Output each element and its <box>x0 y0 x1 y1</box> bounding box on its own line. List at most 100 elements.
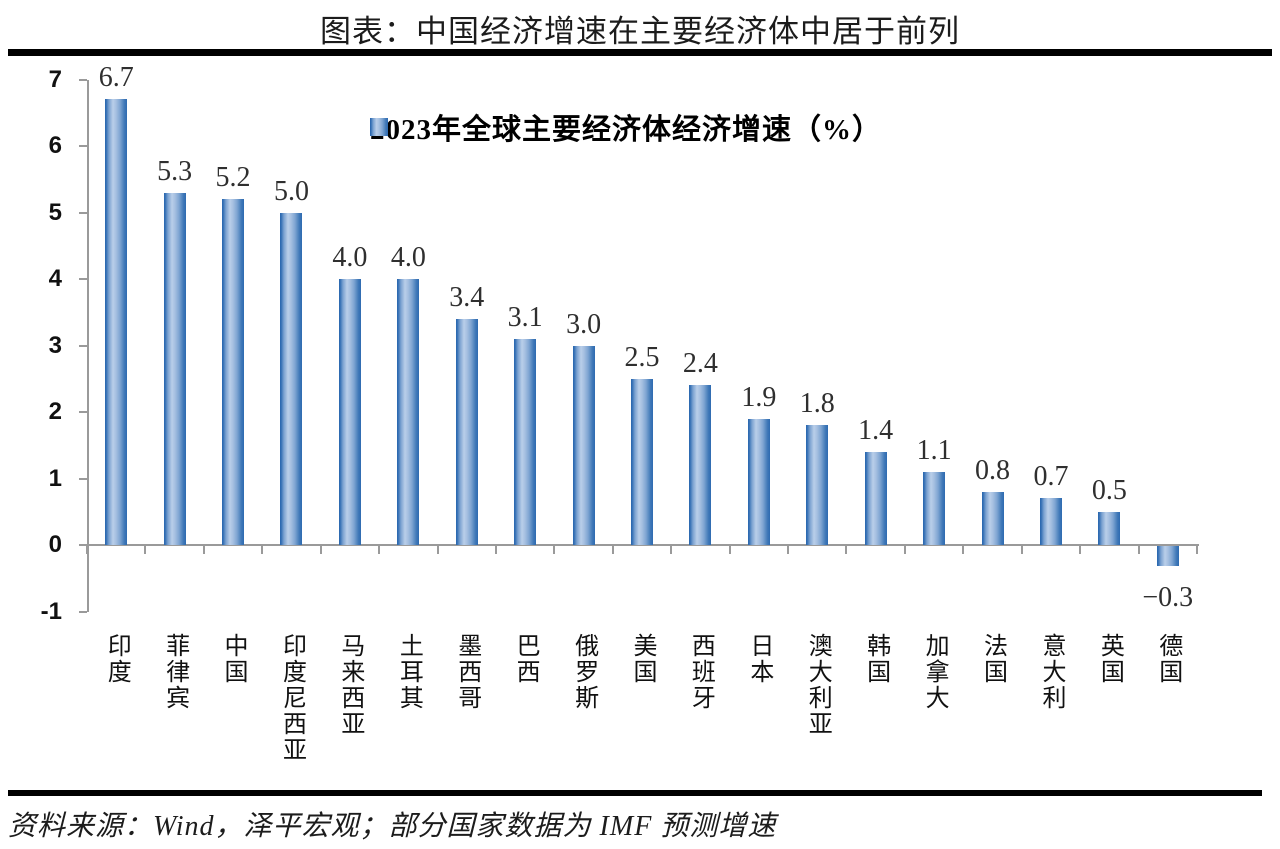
bar-value-label: 4.0 <box>332 242 368 273</box>
bar-value-label: 5.2 <box>215 162 251 194</box>
bar <box>280 212 303 545</box>
bar-value-label: 6.7 <box>98 62 134 94</box>
x-axis-tick <box>553 545 556 554</box>
x-axis-category-label: 英国 <box>1096 633 1123 685</box>
y-axis-tick <box>79 544 87 546</box>
bottom-divider <box>8 790 1262 796</box>
y-axis-tick-label: 4 <box>48 265 62 292</box>
x-axis-tick <box>261 545 264 554</box>
bar-value-label: 3.0 <box>566 308 602 340</box>
y-axis-tick <box>79 211 87 214</box>
x-axis-tick <box>436 545 439 554</box>
y-axis-tick-label: 5 <box>48 198 62 226</box>
x-axis-category-label: 印度尼西亚 <box>278 633 305 763</box>
x-axis-line <box>87 544 1199 546</box>
bar <box>806 425 829 545</box>
bar-value-label: 2.4 <box>682 348 718 380</box>
x-axis-category-label: 西班牙 <box>687 633 714 711</box>
y-axis-tick <box>79 477 87 480</box>
bar-value-label: 3.1 <box>507 301 543 333</box>
y-axis-tick-label: 7 <box>48 65 62 93</box>
bar <box>631 378 653 545</box>
page-title: 图表：中国经济增速在主要经济体中居于前列 <box>320 14 960 49</box>
x-axis-category-label: 意大利 <box>1037 633 1064 711</box>
x-axis-category-label: 美国 <box>629 633 655 685</box>
legend-label: 2023年全球主要经济体经济增速（%） <box>370 114 883 146</box>
bar <box>1156 546 1179 566</box>
y-axis-tick <box>79 278 87 280</box>
x-axis-tick <box>962 545 965 554</box>
bar-value-label: 2.5 <box>624 341 660 373</box>
x-axis-category-label: 土耳其 <box>395 633 422 711</box>
x-axis-tick <box>1079 545 1082 554</box>
y-axis-line <box>87 79 89 612</box>
x-axis-tick <box>787 545 790 554</box>
x-axis-tick <box>202 545 205 554</box>
bar <box>222 199 245 545</box>
bar <box>105 99 128 545</box>
x-axis-category-label: 巴西 <box>512 633 539 685</box>
bar <box>455 318 478 545</box>
bar <box>864 451 887 545</box>
source-note: 资料来源：Wind，泽平宏观；部分国家数据为 IMF 预测增速 <box>8 811 777 842</box>
chart-legend: 2023年全球主要经济体经济增速（%） <box>370 106 882 148</box>
x-axis-tick <box>611 545 614 554</box>
x-axis-category-label: 德国 <box>1154 633 1181 685</box>
bar-value-label: 1.1 <box>916 434 952 466</box>
bar-value-label: −0.3 <box>1142 581 1194 613</box>
y-axis-tick <box>79 344 87 347</box>
bar <box>514 338 537 545</box>
x-axis-tick <box>144 545 147 554</box>
bar-value-label: 1.9 <box>741 381 777 413</box>
bar <box>747 418 770 545</box>
x-axis-tick <box>1196 545 1198 554</box>
y-axis-tick <box>79 145 87 147</box>
x-axis-tick <box>1020 545 1023 554</box>
y-axis-tick-label: 2 <box>48 398 62 425</box>
bar-value-label: 4.0 <box>390 242 426 273</box>
x-axis-category-label: 加拿大 <box>921 633 948 711</box>
y-axis-tick-label: 6 <box>48 132 62 159</box>
y-axis-tick-label: -1 <box>40 597 62 625</box>
x-axis-category-label: 日本 <box>745 633 772 685</box>
bar <box>1098 511 1121 545</box>
x-axis-tick <box>378 545 381 554</box>
x-axis-tick <box>670 545 673 554</box>
bar <box>1039 498 1062 545</box>
bar <box>923 471 946 545</box>
x-axis-category-label: 菲律宾 <box>161 633 188 711</box>
bar-value-label: 1.4 <box>858 414 894 446</box>
bar <box>163 192 186 545</box>
bar <box>338 279 361 545</box>
x-axis-tick <box>86 545 88 554</box>
bar-value-label: 5.3 <box>157 155 193 187</box>
x-axis-category-label: 俄罗斯 <box>570 633 597 711</box>
bar-value-label: 1.8 <box>799 388 835 420</box>
x-axis-tick <box>903 545 906 554</box>
bar <box>981 491 1004 545</box>
x-axis-category-label: 澳大利亚 <box>804 633 831 737</box>
bar <box>572 345 595 545</box>
x-axis-tick <box>728 545 731 554</box>
bar <box>397 279 420 545</box>
bar-value-label: 5.0 <box>273 175 309 207</box>
legend-swatch-icon <box>370 118 388 136</box>
top-divider <box>8 49 1272 56</box>
bar-value-label: 0.5 <box>1091 474 1127 506</box>
x-axis-category-label: 印度 <box>103 633 130 685</box>
x-axis-tick <box>319 545 322 554</box>
bar-value-label: 0.8 <box>975 454 1011 486</box>
bar-value-label: 3.4 <box>449 281 485 313</box>
x-axis-category-label: 中国 <box>220 633 247 685</box>
x-axis-category-label: 马来西亚 <box>336 633 363 737</box>
x-axis-tick <box>845 545 848 554</box>
y-axis-tick-label: 3 <box>48 331 62 359</box>
y-axis-tick-label: 0 <box>48 531 62 558</box>
y-axis-tick <box>79 411 87 413</box>
y-axis-tick <box>79 78 87 81</box>
x-axis-category-label: 韩国 <box>862 633 889 685</box>
x-axis-category-label: 墨西哥 <box>453 633 480 711</box>
x-axis-tick <box>1137 545 1140 554</box>
x-axis-category-label: 法国 <box>979 633 1006 685</box>
